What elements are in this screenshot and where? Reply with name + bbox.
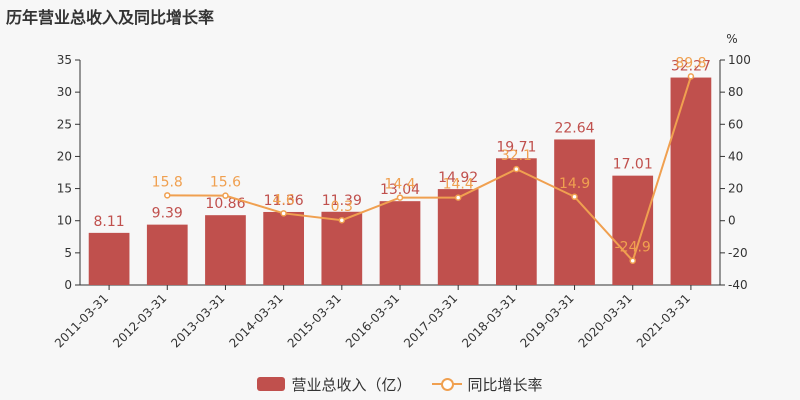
legend-item-growth[interactable]: 同比增长率 <box>431 374 543 395</box>
x-tick-label: 2011-03-31 <box>52 291 111 350</box>
y-left-tick-label: 0 <box>64 278 72 292</box>
growth-point <box>513 165 520 173</box>
x-tick-label: 2014-03-31 <box>227 291 286 350</box>
growth-point <box>338 216 346 224</box>
bar-value-label: 22.64 <box>554 120 594 136</box>
growth-value-label: 15.6 <box>210 175 241 191</box>
growth-value-label: 14.4 <box>443 177 474 193</box>
bar <box>437 189 479 285</box>
x-tick-label: 2019-03-31 <box>517 291 576 350</box>
y-left-tick-label: 15 <box>57 182 72 196</box>
y-right-tick-label: 100 <box>728 53 751 67</box>
x-tick-label: 2017-03-31 <box>401 291 460 350</box>
legend-bar-swatch <box>257 377 286 391</box>
growth-value-label: 89.8 <box>675 55 706 71</box>
x-tick-label: 2016-03-31 <box>343 291 402 350</box>
bar <box>379 201 421 285</box>
bar-value-label: 32.27 <box>671 59 711 75</box>
x-tick-label: 2021-03-31 <box>634 291 693 350</box>
x-tick-label: 2018-03-31 <box>459 291 518 350</box>
growth-point <box>629 257 636 264</box>
growth-point <box>454 194 462 201</box>
y-right-tick-label: -20 <box>728 246 748 260</box>
bar <box>205 215 246 285</box>
bar <box>263 211 304 285</box>
growth-value-label: 0.3 <box>331 199 353 215</box>
growth-line <box>167 76 692 263</box>
legend-revenue-label: 营业总收入（亿） <box>291 375 412 394</box>
bar <box>496 158 537 285</box>
growth-point <box>571 193 578 201</box>
bar <box>321 211 363 285</box>
y-right-tick-label: 20 <box>728 182 743 196</box>
y-right-tick-label: 40 <box>728 149 743 163</box>
y-left-tick-label: 35 <box>57 53 72 67</box>
bar-value-label: 19.71 <box>496 139 536 155</box>
bar <box>670 77 712 285</box>
chart-title: 历年营业总收入及同比增长率 <box>6 8 215 27</box>
y-left-tick-label: 30 <box>57 85 72 99</box>
y-left-tick-label: 10 <box>57 214 72 228</box>
y-right-unit: % <box>726 32 737 46</box>
growth-value-label: 14.9 <box>559 176 590 192</box>
bar-value-label: 10.86 <box>205 196 245 212</box>
growth-value-label: 4.6 <box>273 192 295 208</box>
x-tick-label: 2013-03-31 <box>168 291 227 350</box>
growth-value-label: 14.4 <box>384 177 415 193</box>
bar-value-label: 8.11 <box>94 214 125 230</box>
bar <box>88 232 130 285</box>
y-right-tick-label: 60 <box>728 117 743 131</box>
y-left-tick-label: 20 <box>57 149 72 163</box>
growth-point <box>222 192 229 199</box>
bar-value-label: 13.04 <box>380 182 420 198</box>
growth-value-label: 15.8 <box>152 174 183 190</box>
x-tick-label: 2020-03-31 <box>576 291 635 350</box>
bar <box>612 175 654 285</box>
y-left-tick-label: 25 <box>57 117 72 131</box>
y-left-tick-label: 5 <box>64 246 72 260</box>
bar-value-label: 11.39 <box>322 193 362 209</box>
y-right-tick-label: -40 <box>728 278 748 292</box>
growth-point <box>687 73 695 80</box>
bar-value-label: 11.36 <box>264 193 304 209</box>
bar-value-label: 17.01 <box>613 157 653 173</box>
bar-value-label: 9.39 <box>152 206 183 222</box>
y-right-tick-label: 80 <box>728 85 743 99</box>
growth-value-label: 32.1 <box>501 148 532 164</box>
legend-growth-label: 同比增长率 <box>467 375 543 394</box>
x-tick-label: 2012-03-31 <box>110 291 169 350</box>
growth-point <box>164 192 171 199</box>
legend-line-swatch <box>431 377 462 391</box>
bar <box>146 224 188 285</box>
growth-point <box>396 194 404 201</box>
y-right-tick-label: 0 <box>728 214 736 228</box>
legend: 营业总收入（亿） 同比增长率 <box>0 372 800 396</box>
bar-value-label: 14.92 <box>438 170 478 186</box>
growth-value-label: -24.9 <box>615 240 651 256</box>
growth-point <box>280 210 287 217</box>
x-tick-label: 2015-03-31 <box>285 291 344 350</box>
legend-item-revenue[interactable]: 营业总收入（亿） <box>257 374 412 395</box>
